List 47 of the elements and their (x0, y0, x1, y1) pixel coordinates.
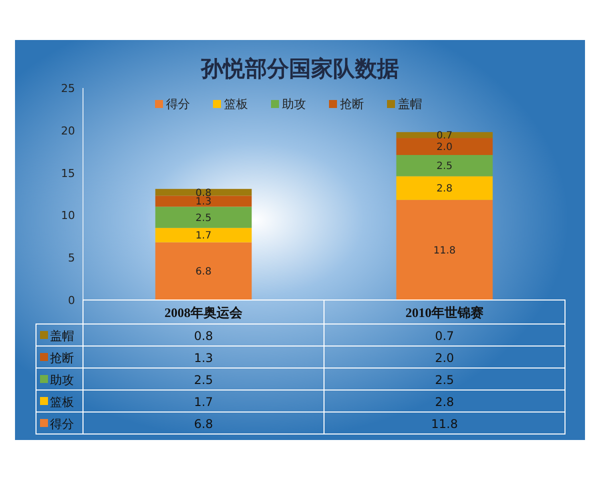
text: 2.0 (436, 142, 452, 154)
legend-label: 盖帽 (398, 97, 422, 111)
bar (396, 138, 493, 155)
x-tick-label: 2010年世锦赛 (406, 305, 484, 320)
bar (396, 200, 493, 300)
data-label: 1.3 (194, 351, 214, 365)
legend-label: 抢断 (340, 97, 364, 111)
bar (155, 242, 252, 300)
text: 2.5 (196, 212, 212, 224)
y-tick-label: 25 (61, 82, 75, 95)
text: 1.7 (196, 230, 212, 242)
legend-label: 得分 (166, 97, 190, 111)
text: 盖帽 (50, 329, 74, 343)
data-label: 2.0 (434, 351, 454, 365)
bar (155, 228, 252, 242)
data-label: 2.8 (434, 395, 454, 409)
bar (396, 154, 493, 176)
text: 篮板 (50, 395, 74, 409)
y-tick-label: 10 (61, 209, 75, 222)
y-tick-label: 5 (68, 252, 75, 265)
data-label: 1.7 (194, 395, 214, 409)
legend-label: 篮板 (224, 97, 248, 111)
text: 2.5 (436, 161, 452, 172)
data-label: 2.5 (434, 373, 454, 387)
legend-label: 助攻 (282, 97, 306, 111)
data-label: 0.7 (434, 329, 454, 343)
text: 6.8 (196, 266, 212, 278)
text: 0.7 (436, 130, 452, 142)
text: 1.3 (196, 196, 212, 208)
bar (155, 196, 252, 207)
chart-title: 孙悦部分国家队数据 (200, 56, 399, 82)
data-label: 6.8 (194, 417, 214, 431)
text: 得分 (50, 417, 74, 431)
bar (396, 132, 493, 138)
data-label: 0.8 (194, 329, 214, 343)
x-tick-label: 2008年奥运会 (164, 305, 244, 320)
y-tick-label: 20 (61, 124, 75, 138)
y-tick-label: 15 (61, 166, 75, 180)
bar (396, 176, 493, 200)
y-tick-label: 0 (68, 294, 75, 307)
data-label: 2.5 (194, 373, 214, 387)
text: 2.8 (436, 184, 452, 195)
text: 11.8 (433, 245, 456, 256)
bar (155, 206, 252, 228)
text: 抢断 (50, 351, 74, 365)
data-label: 11.8 (431, 417, 458, 431)
text: 助攻 (50, 373, 74, 387)
